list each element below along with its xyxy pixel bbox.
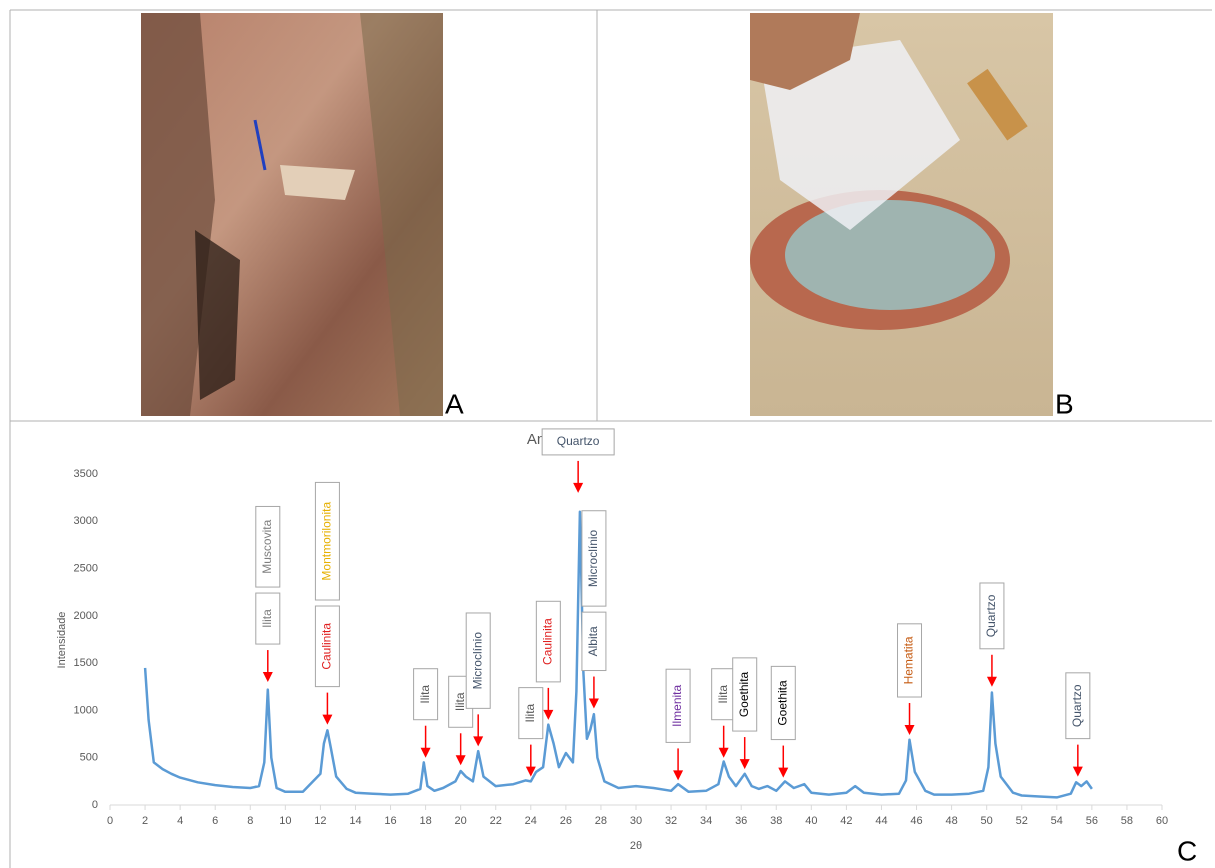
x-tick-label: 12 [314, 815, 326, 827]
annotation-label: Caulinita [541, 618, 555, 665]
x-tick-label: 8 [247, 815, 253, 827]
x-tick-label: 48 [945, 815, 957, 827]
x-tick-label: 50 [981, 815, 993, 827]
arrow-head [778, 768, 788, 778]
x-tick-label: 28 [595, 815, 607, 827]
y-axis-label: Intensidade [56, 612, 68, 669]
annotation-label: Microclínio [586, 529, 600, 587]
x-tick-label: 52 [1016, 815, 1028, 827]
annotation-label: Ilita [260, 609, 274, 628]
y-tick-label: 3500 [74, 468, 98, 480]
x-tick-label: 34 [700, 815, 712, 827]
x-tick-label: 30 [630, 815, 642, 827]
y-tick-label: 1500 [74, 657, 98, 669]
arrow-head [456, 755, 466, 765]
x-tick-label: 42 [840, 815, 852, 827]
annotation-label: Quartzo [984, 594, 998, 637]
photo-b [750, 13, 1053, 416]
x-tick-label: 38 [770, 815, 782, 827]
x-tick-label: 2 [142, 815, 148, 827]
y-tick-label: 2500 [74, 562, 98, 574]
arrow-head [543, 710, 553, 720]
arrow-head [473, 736, 483, 746]
x-tick-label: 46 [910, 815, 922, 827]
x-tick-label: 36 [735, 815, 747, 827]
x-tick-label: 14 [349, 815, 361, 827]
y-tick-label: 500 [80, 752, 98, 764]
arrow-head [589, 699, 599, 709]
figure: A B C Amostra 8B 2θ Intensidade 05001000… [0, 0, 1215, 868]
x-tick-label: 4 [177, 815, 183, 827]
x-tick-label: 22 [490, 815, 502, 827]
x-tick-label: 60 [1156, 815, 1168, 827]
annotation-label: Quartzo [557, 434, 600, 448]
x-tick-label: 24 [525, 815, 537, 827]
arrow-head [1073, 767, 1083, 777]
annotation-label: Ilita [453, 692, 467, 711]
x-tick-label: 54 [1051, 815, 1063, 827]
annotation-label: Ilita [523, 703, 537, 722]
arrow-head [322, 715, 332, 725]
arrow-head [987, 677, 997, 687]
arrow-head [905, 725, 915, 735]
arrow-head [573, 483, 583, 493]
x-tick-label: 26 [560, 815, 572, 827]
x-tick-label: 0 [107, 815, 113, 827]
y-tick-label: 1000 [74, 704, 98, 716]
annotation-label: Goethita [737, 671, 751, 717]
annotation-label: Ilmenita [670, 684, 684, 726]
annotation-label: Quartzo [1070, 684, 1084, 727]
annotation-label: Montmorilonita [320, 502, 334, 581]
x-tick-label: 44 [875, 815, 887, 827]
x-tick-label: 32 [665, 815, 677, 827]
x-tick-label: 20 [455, 815, 467, 827]
photo-a [141, 13, 443, 416]
panel-label: C [1177, 835, 1197, 866]
chart: Amostra 8B 2θ Intensidade 05001000150020… [56, 429, 1168, 852]
x-tick-label: 40 [805, 815, 817, 827]
arrow-head [421, 748, 431, 758]
annotation-label: Ilita [418, 685, 432, 704]
panel-label: A [445, 388, 464, 419]
y-tick-label: 0 [92, 799, 98, 811]
annotation-label: Ilita [716, 685, 730, 704]
annotation-label: Hematita [902, 636, 916, 684]
x-tick-label: 16 [384, 815, 396, 827]
annotation-label: Albita [586, 626, 600, 656]
annotation-label: Microclínio [470, 632, 484, 690]
arrow-head [263, 672, 273, 682]
arrow-head [719, 748, 729, 758]
annotation-label: Goethita [775, 680, 789, 726]
x-tick-label: 18 [419, 815, 431, 827]
annotation-label: Caulinita [320, 623, 334, 670]
y-tick-label: 3000 [74, 515, 98, 527]
arrow-head [673, 770, 683, 780]
line-series [145, 512, 1092, 798]
x-tick-label: 10 [279, 815, 291, 827]
arrow-head [740, 759, 750, 769]
x-axis-label: 2θ [630, 840, 642, 852]
x-tick-label: 58 [1121, 815, 1133, 827]
x-tick-label: 6 [212, 815, 218, 827]
panel-label: B [1055, 388, 1074, 419]
annotation-label: Muscovita [260, 519, 274, 573]
x-tick-label: 56 [1086, 815, 1098, 827]
y-tick-label: 2000 [74, 610, 98, 622]
